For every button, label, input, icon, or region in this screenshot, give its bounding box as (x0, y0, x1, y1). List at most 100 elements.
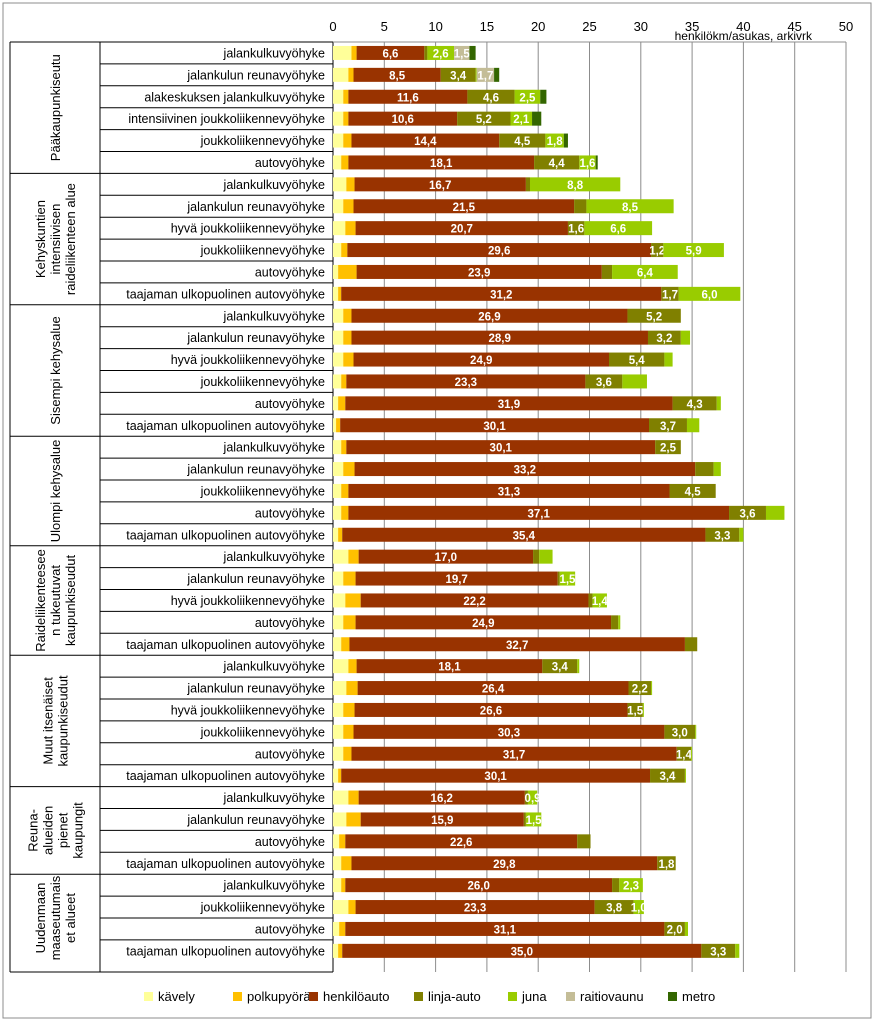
bar-segment-car (346, 440, 656, 455)
category-label: jalankulkuvyöhyke (223, 660, 325, 674)
bar-segment-bus (611, 615, 619, 630)
bar-segment-bus (664, 921, 685, 936)
x-tick-label: 5 (381, 19, 388, 34)
bar-segment-train (592, 593, 607, 608)
bar-segment-car (360, 812, 524, 827)
bar-segment-car (354, 702, 628, 717)
data-label: 18,1 (430, 158, 453, 170)
data-label: 31,2 (490, 289, 512, 301)
bar-segment-car (348, 89, 468, 104)
bar-segment-walk (333, 221, 346, 236)
bar-segment-train (584, 221, 653, 236)
category-label: jalankulkuvyöhyke (223, 550, 325, 564)
bar-segment-walk (333, 790, 349, 805)
bar-segment-bike (341, 374, 347, 389)
data-label: 21,5 (453, 202, 476, 214)
category-label: taajaman ulkopuolinen autovyöhyke (126, 638, 325, 652)
data-label: 0,9 (525, 793, 541, 805)
bar-segment-bus (729, 505, 766, 520)
bar-segment-bike (341, 440, 347, 455)
data-label: 1,7 (662, 289, 678, 301)
group-label: Muut itsenäiset (41, 677, 56, 765)
bar-segment-bus (627, 308, 681, 323)
category-label: autovyöhyke (255, 506, 325, 520)
data-label: 31,7 (503, 749, 525, 761)
data-label: 5,4 (629, 355, 646, 367)
data-label: 30,1 (490, 443, 513, 455)
data-label: 8,5 (389, 70, 406, 82)
bar-segment-tram (454, 45, 470, 60)
legend-label-bus: linja-auto (428, 989, 481, 1004)
bar-segment-bus (684, 637, 698, 652)
bar-segment-car (351, 330, 648, 345)
bar-segment-bus (424, 45, 428, 60)
bar-segment-bus (523, 812, 526, 827)
data-label: 5,2 (476, 114, 492, 126)
bar-segment-bus (701, 943, 736, 958)
data-label: 24,9 (470, 355, 492, 367)
category-label: autovyöhyke (255, 265, 325, 279)
bar-segment-train (664, 352, 673, 367)
bar-segment-bike (343, 746, 352, 761)
bar-segment-car (357, 681, 629, 696)
bar-segment-bike (351, 45, 357, 60)
category-label: joukkoliikennevyöhyke (200, 375, 325, 389)
bar-segment-car (354, 462, 696, 477)
bar-segment-car (345, 396, 673, 411)
category-label: taajaman ulkopuolinen autovyöhyke (126, 287, 325, 301)
group-label: maaseutumais (48, 875, 63, 960)
bar-segment-train (475, 67, 477, 82)
legend-label-car: henkilöauto (323, 989, 390, 1004)
bar-segment-train (622, 374, 647, 389)
data-label: 1,8 (658, 859, 675, 871)
bar-segment-bus (585, 374, 623, 389)
bar-segment-train (695, 724, 697, 739)
data-label: 15,9 (431, 815, 453, 827)
bar-segment-car (351, 133, 500, 148)
bar-segment-bike (338, 527, 343, 542)
bar-segment-bike (343, 615, 356, 630)
bar-segment-bike (341, 505, 349, 520)
category-label: jalankulkuvyöhyke (223, 46, 325, 60)
bar-segment-walk (333, 286, 339, 301)
bar-segment-bike (341, 483, 349, 498)
bar-segment-walk (333, 155, 342, 170)
data-label: 8,8 (567, 180, 584, 192)
bar-segment-walk (333, 702, 344, 717)
data-label: 26,0 (467, 881, 489, 893)
bar-segment-metro (595, 155, 598, 170)
x-tick-label: 35 (685, 19, 699, 34)
bar-segment-metro (532, 111, 542, 126)
bar-segment-walk (333, 724, 344, 739)
data-label: 30,1 (483, 421, 506, 433)
data-label: 1,0 (631, 903, 647, 915)
group-label: Uudenmaan (33, 883, 48, 954)
category-label: autovyöhyke (255, 616, 325, 630)
data-label: 3,2 (656, 333, 672, 345)
data-label: 23,3 (464, 903, 486, 915)
data-label: 6,6 (382, 48, 398, 60)
bar-segment-walk (333, 396, 339, 411)
data-label: 3,4 (659, 771, 676, 783)
data-label: 22,2 (463, 596, 485, 608)
bar-segment-bus (457, 111, 511, 126)
bar-segment-bike (343, 330, 352, 345)
bar-segment-tram (476, 67, 495, 82)
bar-segment-car (353, 724, 665, 739)
bar-segment-bus (588, 593, 593, 608)
category-label: autovyöhyke (255, 156, 325, 170)
category-label: jalankulun reunavyöhyke (186, 200, 325, 214)
category-label: taajaman ulkopuolinen autovyöhyke (126, 419, 325, 433)
group-label: et alueet (63, 893, 78, 943)
bar-segment-walk (333, 45, 352, 60)
bar-segment-bike (341, 878, 346, 893)
bar-segment-bus (628, 681, 652, 696)
bar-segment-car (355, 615, 612, 630)
data-label: 3,4 (450, 70, 467, 82)
x-tick-label: 20 (531, 19, 545, 34)
bar-segment-bike (343, 199, 354, 214)
data-label: 3,0 (672, 727, 688, 739)
bar-segment-car (353, 352, 609, 367)
data-label: 4,3 (687, 399, 703, 411)
bar-segment-train (586, 199, 674, 214)
